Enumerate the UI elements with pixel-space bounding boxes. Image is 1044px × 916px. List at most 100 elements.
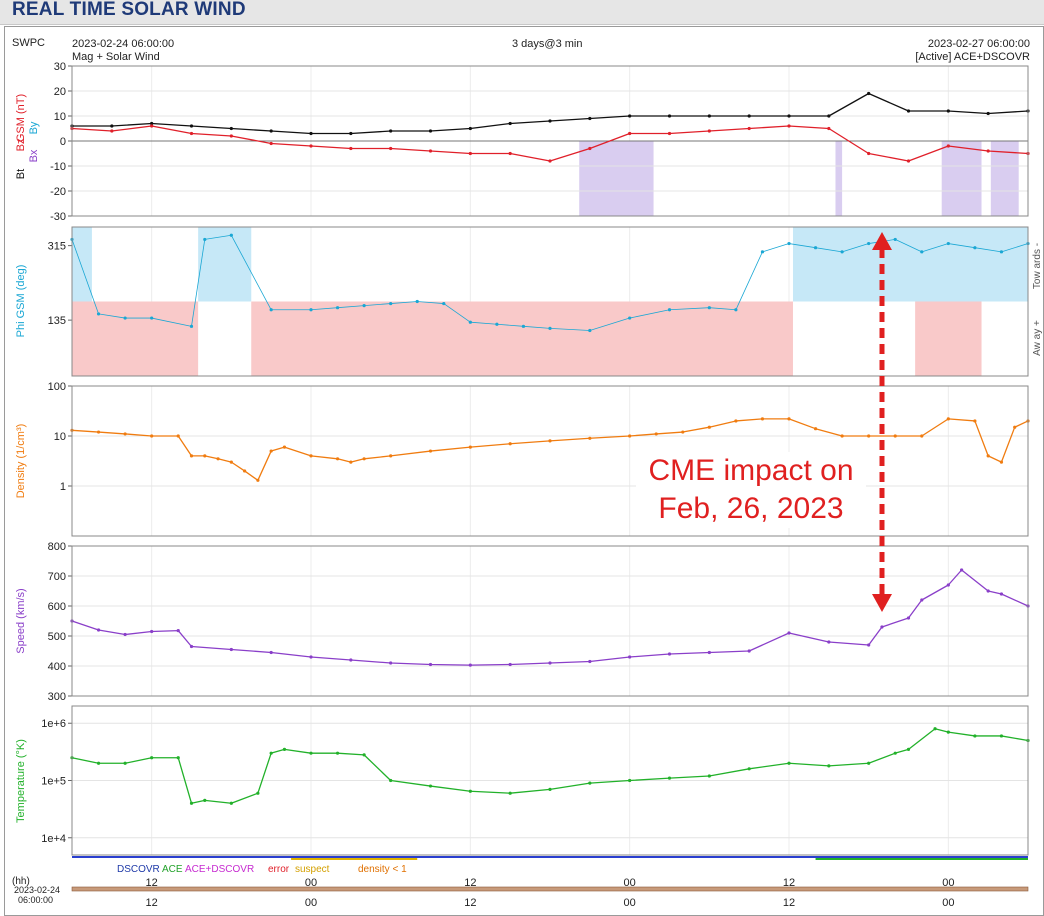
speed-point-21 [827, 640, 831, 644]
bt-point-10 [468, 126, 472, 131]
phi-point-9 [335, 306, 340, 310]
density-point-33 [893, 434, 897, 438]
phi-point-31 [973, 246, 977, 250]
density-point-1 [96, 430, 101, 434]
speed-point-5 [189, 644, 194, 649]
bz-point-8 [389, 146, 393, 151]
cme-annotation-line1: CME impact on [648, 454, 854, 487]
temperature-point-21 [667, 776, 672, 780]
speed-point-15 [588, 659, 592, 664]
temperature-point-20 [628, 778, 632, 783]
bz-point-15 [667, 131, 672, 136]
bz-point-13 [588, 146, 592, 151]
density-point-12 [282, 445, 287, 449]
mag-ytick-5: -20 [50, 186, 66, 198]
phi-toward-band-1 [198, 227, 252, 302]
bz-point-7 [349, 146, 353, 151]
x-tick-bottom-5: 00 [942, 897, 954, 909]
subtitle-left: Mag + Solar Wind [72, 51, 160, 63]
bottom-time: 06:00:00 [18, 895, 53, 905]
density-point-30 [813, 427, 818, 431]
density-panel-frame [71, 385, 1029, 537]
bz-point-1 [110, 129, 114, 133]
phi-point-23 [760, 250, 765, 254]
phi-point-11 [389, 301, 393, 306]
phi-point-8 [309, 308, 313, 312]
bt-point-2 [150, 121, 154, 126]
density-point-36 [973, 419, 977, 423]
phi-point-14 [468, 320, 472, 324]
density-point-32 [867, 434, 871, 438]
bz-point-21 [906, 159, 911, 163]
density-point-22 [588, 436, 592, 440]
speed-point-10 [389, 661, 393, 665]
x-tick-top-0: 12 [146, 877, 158, 889]
speed-ytick-3: 500 [48, 631, 66, 643]
density-ylabel: Density (1/cm³) [15, 424, 27, 499]
density-point-11 [269, 449, 273, 453]
phi-point-28 [893, 237, 897, 242]
density-point-9 [243, 469, 247, 473]
phi-point-6 [229, 233, 233, 237]
x-tick-top-5: 00 [942, 877, 954, 889]
start-time: 2023-02-24 06:00:00 [72, 38, 175, 50]
temperature-series-line [71, 728, 1029, 804]
temperature-point-4 [176, 756, 180, 760]
speed-panel-frame [71, 545, 1029, 697]
speed-point-27 [960, 568, 964, 572]
bz-point-17 [747, 126, 751, 131]
annotation-arrow-head-down [872, 594, 892, 612]
density-point-23 [628, 434, 632, 438]
density-point-38 [999, 460, 1004, 464]
mag-ytick-0: 30 [54, 61, 66, 73]
bt-point-19 [827, 114, 831, 118]
density-series-line [71, 418, 1029, 481]
temperature-point-15 [428, 784, 433, 788]
temperature-point-22 [707, 774, 711, 778]
legend-dscovr: DSCOVR [117, 864, 160, 875]
bz-point-6 [309, 144, 313, 148]
speed-ylabel: Speed (km/s) [15, 588, 27, 653]
phi-ytick-1: 135 [48, 315, 66, 327]
bt-point-11 [508, 121, 512, 126]
x-tick-bottom-1: 00 [305, 897, 317, 909]
density-ytick-0: 100 [48, 381, 66, 393]
mag-ytick-3: 0 [60, 136, 66, 148]
phi-point-17 [548, 326, 552, 331]
bz-point-12 [548, 159, 552, 163]
speed-point-24 [906, 616, 911, 620]
bt-point-20 [867, 91, 871, 96]
end-time: 2023-02-27 06:00:00 [927, 38, 1030, 50]
annotation-arrow-head-up [872, 232, 892, 250]
x-tick-top-2: 12 [464, 877, 476, 889]
bz-point-18 [787, 124, 791, 128]
time-range-bar [71, 886, 1029, 892]
bt-point-12 [548, 119, 552, 123]
chart-frame [4, 26, 1044, 916]
mag-ylabel-gsm: GSM (nT) [15, 94, 27, 142]
density-point-7 [216, 457, 220, 461]
temperature-point-11 [309, 751, 313, 755]
density-point-39 [1013, 425, 1017, 429]
phi-away-label: Aw ay + [1032, 320, 1043, 356]
speed-point-14 [548, 661, 552, 665]
phi-point-1 [96, 312, 101, 316]
phi-point-13 [442, 301, 446, 306]
density-point-2 [123, 432, 127, 436]
density-point-20 [508, 442, 512, 446]
speed-point-18 [707, 650, 711, 655]
legend-ace: ACE [162, 864, 183, 875]
temperature-point-2 [123, 761, 127, 765]
density-point-15 [349, 460, 353, 464]
temperature-point-17 [508, 791, 512, 795]
bz-point-23 [986, 149, 990, 153]
speed-ytick-4: 400 [48, 661, 66, 673]
bz-negative-band-1 [835, 141, 843, 216]
title-bar: REAL TIME SOLAR WIND [0, 0, 1044, 25]
bz-negative-band-3 [990, 141, 1019, 216]
legend-ace-dscovr: ACE+DSCOVR [185, 864, 254, 875]
time-span: 3 days@3 min [512, 38, 583, 50]
temperature-point-27 [893, 751, 897, 755]
temperature-ytick-0: 1e+6 [41, 718, 66, 730]
